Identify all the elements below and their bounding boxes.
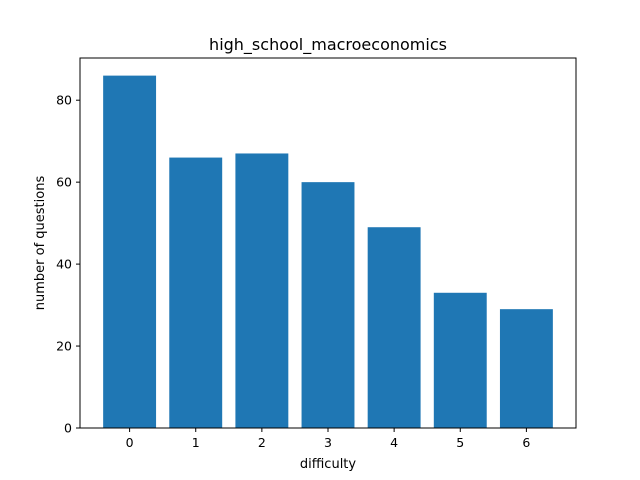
y-tick-label-60: 60: [56, 175, 72, 190]
y-tick-label-0: 0: [64, 421, 72, 436]
bars-group: [103, 75, 553, 429]
bar-1: [169, 157, 223, 428]
bar-4: [367, 227, 421, 428]
bar-5: [433, 292, 487, 428]
x-tick-label-1: 1: [192, 435, 200, 450]
bar-3: [301, 182, 355, 428]
x-tick-label-4: 4: [390, 435, 398, 450]
x-tick-label-2: 2: [258, 435, 266, 450]
y-tick-label-80: 80: [56, 93, 72, 108]
bar-2: [235, 153, 289, 428]
bar-6: [499, 309, 553, 428]
x-tick-label-6: 6: [522, 435, 530, 450]
x-tick-label-0: 0: [126, 435, 134, 450]
y-axis: 0 20 40 60 80: [56, 93, 80, 436]
bar-0: [103, 75, 157, 429]
y-tick-label-20: 20: [56, 339, 72, 354]
y-axis-title: number of questions: [33, 176, 48, 311]
x-axis-title: difficulty: [300, 457, 357, 472]
chart-title: high_school_macroeconomics: [209, 35, 447, 55]
x-tick-label-3: 3: [324, 435, 332, 450]
y-tick-label-40: 40: [56, 257, 72, 272]
x-tick-label-5: 5: [456, 435, 464, 450]
x-axis: 0 1 2 3 4 5 6: [126, 428, 530, 450]
